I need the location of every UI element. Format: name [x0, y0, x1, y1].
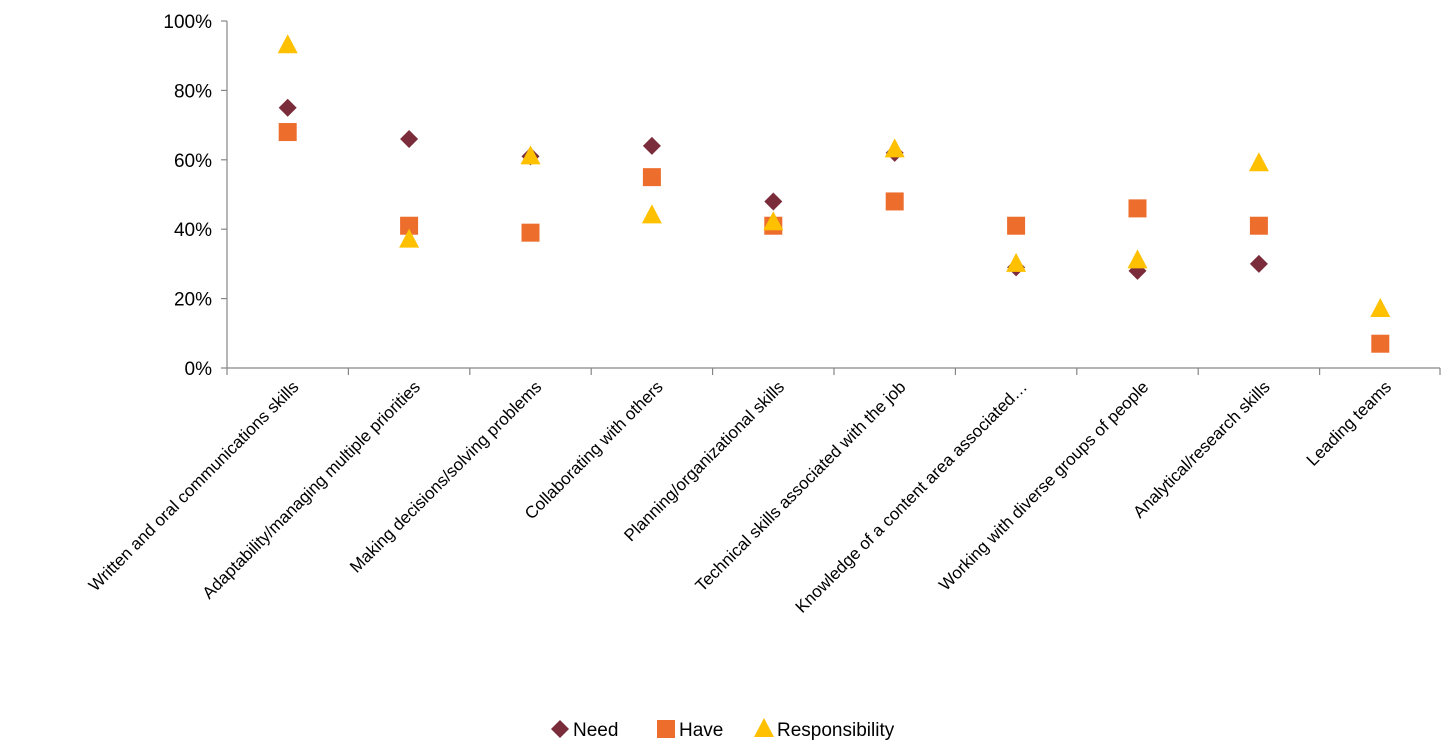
legend-label: Have — [679, 720, 723, 741]
legend-label: Need — [573, 720, 618, 741]
x-tick-label: Technical skills associated with the job — [692, 377, 910, 595]
x-tick-label: Analytical/research skills — [1129, 377, 1273, 521]
x-tick-label: Adaptability/managing multiple prioritie… — [199, 377, 424, 602]
point-have — [1128, 199, 1147, 218]
point-responsibility — [1127, 249, 1148, 269]
point-responsibility — [1248, 152, 1269, 172]
y-tick-label: 100% — [163, 12, 212, 33]
y-tick-label: 20% — [174, 290, 212, 311]
point-need — [278, 98, 297, 117]
x-axis: Written and oral communications skillsAd… — [85, 367, 1441, 617]
point-have — [642, 168, 661, 187]
point-responsibility — [399, 228, 420, 248]
legend-marker-have — [657, 720, 675, 738]
point-need — [1249, 254, 1268, 273]
point-responsibility — [641, 204, 662, 224]
data-points — [277, 34, 1391, 353]
point-have — [1007, 216, 1026, 235]
point-have — [1249, 216, 1268, 235]
point-responsibility — [1006, 252, 1027, 272]
point-responsibility — [520, 145, 541, 165]
point-have — [521, 223, 540, 242]
legend-marker-need — [551, 720, 569, 738]
y-tick-label: 0% — [185, 359, 213, 380]
legend-marker-responsibility — [754, 718, 774, 737]
point-responsibility — [277, 34, 298, 54]
point-responsibility — [884, 138, 905, 158]
point-have — [400, 216, 419, 235]
point-have — [278, 123, 297, 142]
y-tick-label: 80% — [174, 81, 212, 102]
point-need — [400, 129, 419, 148]
legend-label: Responsibility — [777, 720, 895, 741]
point-have — [885, 192, 904, 211]
y-axis-tick-labels: 0% 20% 40% 60% 80% 100% — [163, 12, 228, 380]
x-tick-label: Written and oral communications skills — [85, 377, 303, 595]
x-tick-label: Knowledge of a content area associated… — [792, 377, 1031, 616]
x-tick-label: Collaborating with others — [521, 377, 667, 523]
x-tick-label: Leading teams — [1303, 377, 1395, 469]
point-responsibility — [1370, 298, 1391, 318]
point-need — [764, 192, 783, 211]
legend: Need Have Responsibility — [551, 718, 895, 741]
point-responsibility — [763, 211, 784, 231]
point-need — [642, 136, 661, 155]
x-tick-label: Making decisions/solving problems — [346, 377, 545, 576]
y-tick-label: 60% — [174, 151, 212, 172]
x-tick-label: Working with diverse groups of people — [935, 377, 1152, 594]
y-tick-label: 40% — [174, 220, 212, 241]
point-have — [1371, 334, 1390, 353]
